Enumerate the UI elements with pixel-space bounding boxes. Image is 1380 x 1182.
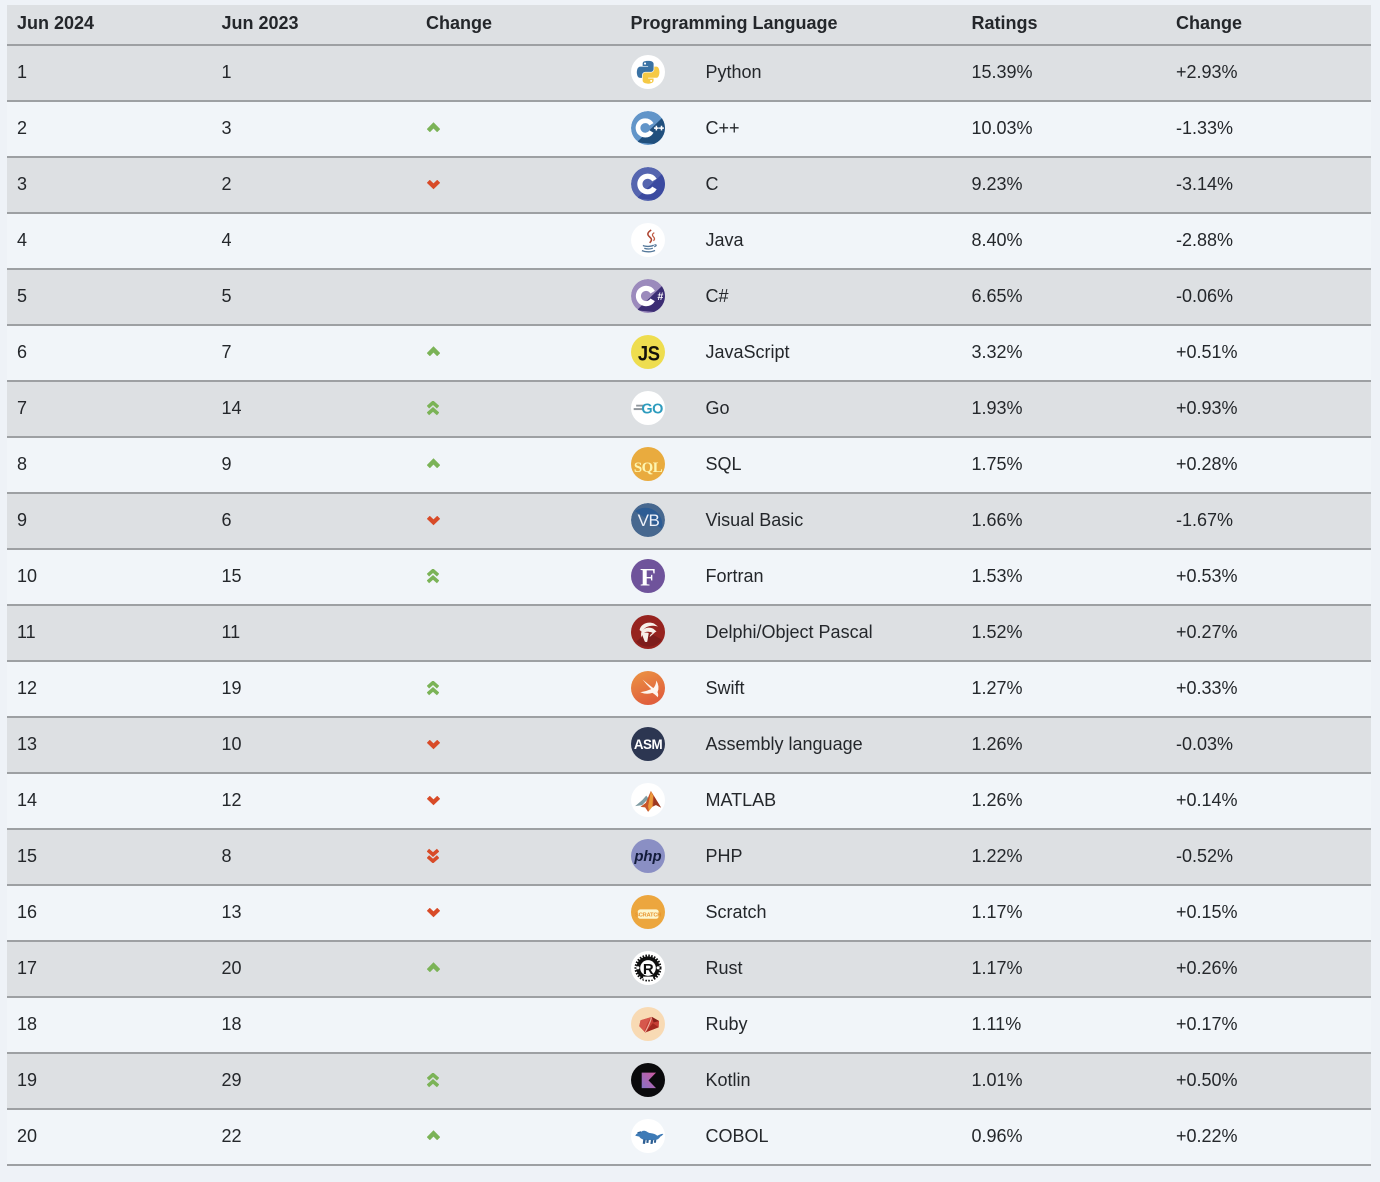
- svg-text:SCRATCH: SCRATCH: [634, 912, 660, 918]
- svg-text:php: php: [633, 848, 661, 865]
- svg-text:SQL: SQL: [633, 460, 662, 476]
- svg-text:R: R: [642, 960, 653, 977]
- svg-text:JS: JS: [637, 342, 659, 366]
- svg-text:GO: GO: [641, 401, 663, 417]
- svg-text:F: F: [640, 562, 656, 591]
- svg-text:ASM: ASM: [633, 736, 662, 751]
- svg-text:#: #: [657, 290, 663, 302]
- svg-text:VB: VB: [637, 511, 659, 530]
